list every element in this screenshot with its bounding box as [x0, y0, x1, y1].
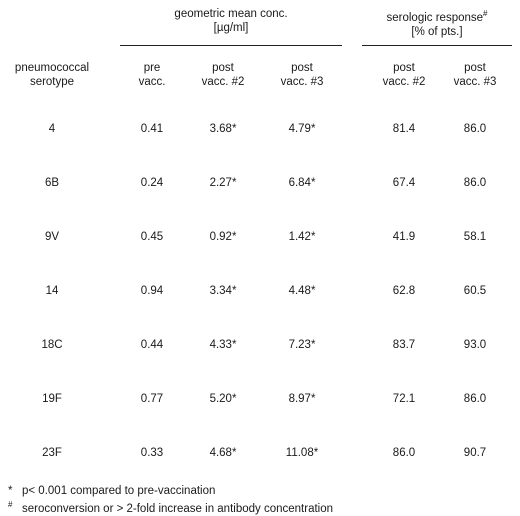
cell-serotype: 19F — [42, 393, 62, 405]
cell-post3: 1.42* — [288, 231, 316, 243]
col-header-post3-line1: post — [291, 62, 313, 74]
cell-sero-post3: 58.1 — [463, 231, 487, 243]
cell-post2: 2.27* — [209, 177, 237, 189]
gmc-group-title: geometric mean conc. — [174, 8, 288, 20]
cell-sero-post3: 90.7 — [463, 447, 487, 459]
col-header-post2: post vacc. #2 — [183, 61, 263, 89]
col-header-sero-post2-line2: vacc. #2 — [382, 76, 426, 88]
cell-serotype: 23F — [42, 447, 62, 459]
cell-sero-post2: 72.1 — [392, 393, 416, 405]
cell-post3: 6.84* — [288, 177, 316, 189]
col-header-sero-post3: post vacc. #3 — [435, 61, 515, 89]
footnote-mark: # — [8, 500, 13, 509]
cell-pre: 0.45 — [140, 231, 164, 243]
cell-sero-post3: 86.0 — [463, 393, 487, 405]
gmc-group-unit: [µg/ml] — [213, 22, 249, 34]
cell-post3: 4.79* — [288, 123, 316, 135]
col-header-post2-line2: vacc. #2 — [201, 76, 245, 88]
cell-pre: 0.77 — [140, 393, 164, 405]
col-header-serotype: pneumococcal serotype — [4, 61, 100, 89]
cell-post3: 8.97* — [288, 393, 316, 405]
cell-serotype: 18C — [41, 339, 63, 351]
col-header-sero-post3-line2: vacc. #3 — [453, 76, 497, 88]
cell-sero-post3: 86.0 — [463, 123, 487, 135]
col-header-post3: post vacc. #3 — [262, 61, 342, 89]
cell-post2: 4.33* — [209, 339, 237, 351]
gmc-header-rule — [120, 45, 342, 46]
cell-sero-post3: 60.5 — [463, 285, 487, 297]
cell-sero-post2: 83.7 — [392, 339, 416, 351]
cell-post2: 3.68* — [209, 123, 237, 135]
col-header-sero-post2: post vacc. #2 — [364, 61, 444, 89]
col-header-sero-post3-line1: post — [464, 62, 486, 74]
cell-pre: 0.44 — [140, 339, 164, 351]
cell-sero-post2: 81.4 — [392, 123, 416, 135]
col-header-sero-post2-line1: post — [393, 62, 415, 74]
cell-serotype: 4 — [48, 123, 56, 135]
col-header-pre-line1: pre — [143, 62, 161, 74]
cell-serotype: 14 — [45, 285, 59, 297]
cell-serotype: 9V — [44, 231, 60, 243]
cell-pre: 0.94 — [140, 285, 164, 297]
cell-sero-post2: 86.0 — [392, 447, 416, 459]
cell-serotype: 6B — [44, 177, 60, 189]
col-header-post2-line1: post — [212, 62, 234, 74]
cell-sero-post3: 93.0 — [463, 339, 487, 351]
footnote-significance: * p< 0.001 compared to pre-vaccination — [8, 485, 215, 498]
footnote-response: # seroconversion or > 2-fold increase in … — [8, 498, 333, 516]
col-header-post3-line2: vacc. #3 — [280, 76, 324, 88]
footnote-text: p< 0.001 compared to pre-vaccination — [22, 485, 216, 497]
cell-pre: 0.24 — [140, 177, 164, 189]
sero-group-header: serologic response# [% of pts.] — [362, 7, 512, 39]
sero-group-unit: [% of pts.] — [411, 25, 463, 38]
col-header-pre: pre vacc. — [112, 61, 192, 89]
cell-pre: 0.41 — [140, 123, 164, 135]
cell-post3: 11.08* — [285, 447, 319, 459]
footnote-text: seroconversion or > 2-fold increase in a… — [22, 502, 333, 515]
cell-pre: 0.33 — [140, 447, 164, 459]
footnote-mark: * — [8, 485, 13, 497]
sero-header-rule — [362, 45, 512, 46]
cell-sero-post2: 41.9 — [392, 231, 416, 243]
cell-post3: 4.48* — [288, 285, 316, 297]
col-header-pre-line2: vacc. — [138, 76, 166, 88]
col-header-serotype-line2: serotype — [29, 76, 75, 88]
cell-post2: 4.68* — [209, 447, 237, 459]
cell-post2: 0.92* — [209, 231, 237, 243]
cell-sero-post2: 67.4 — [392, 177, 416, 189]
gmc-group-header: geometric mean conc. [µg/ml] — [120, 7, 342, 35]
cell-post3: 7.23* — [288, 339, 316, 351]
col-header-serotype-line1: pneumococcal — [14, 62, 90, 74]
cell-sero-post2: 62.8 — [392, 285, 416, 297]
sero-group-title: serologic response# — [386, 9, 488, 24]
cell-post2: 3.34* — [209, 285, 237, 297]
cell-sero-post3: 86.0 — [463, 177, 487, 189]
cell-post2: 5.20* — [209, 393, 237, 405]
